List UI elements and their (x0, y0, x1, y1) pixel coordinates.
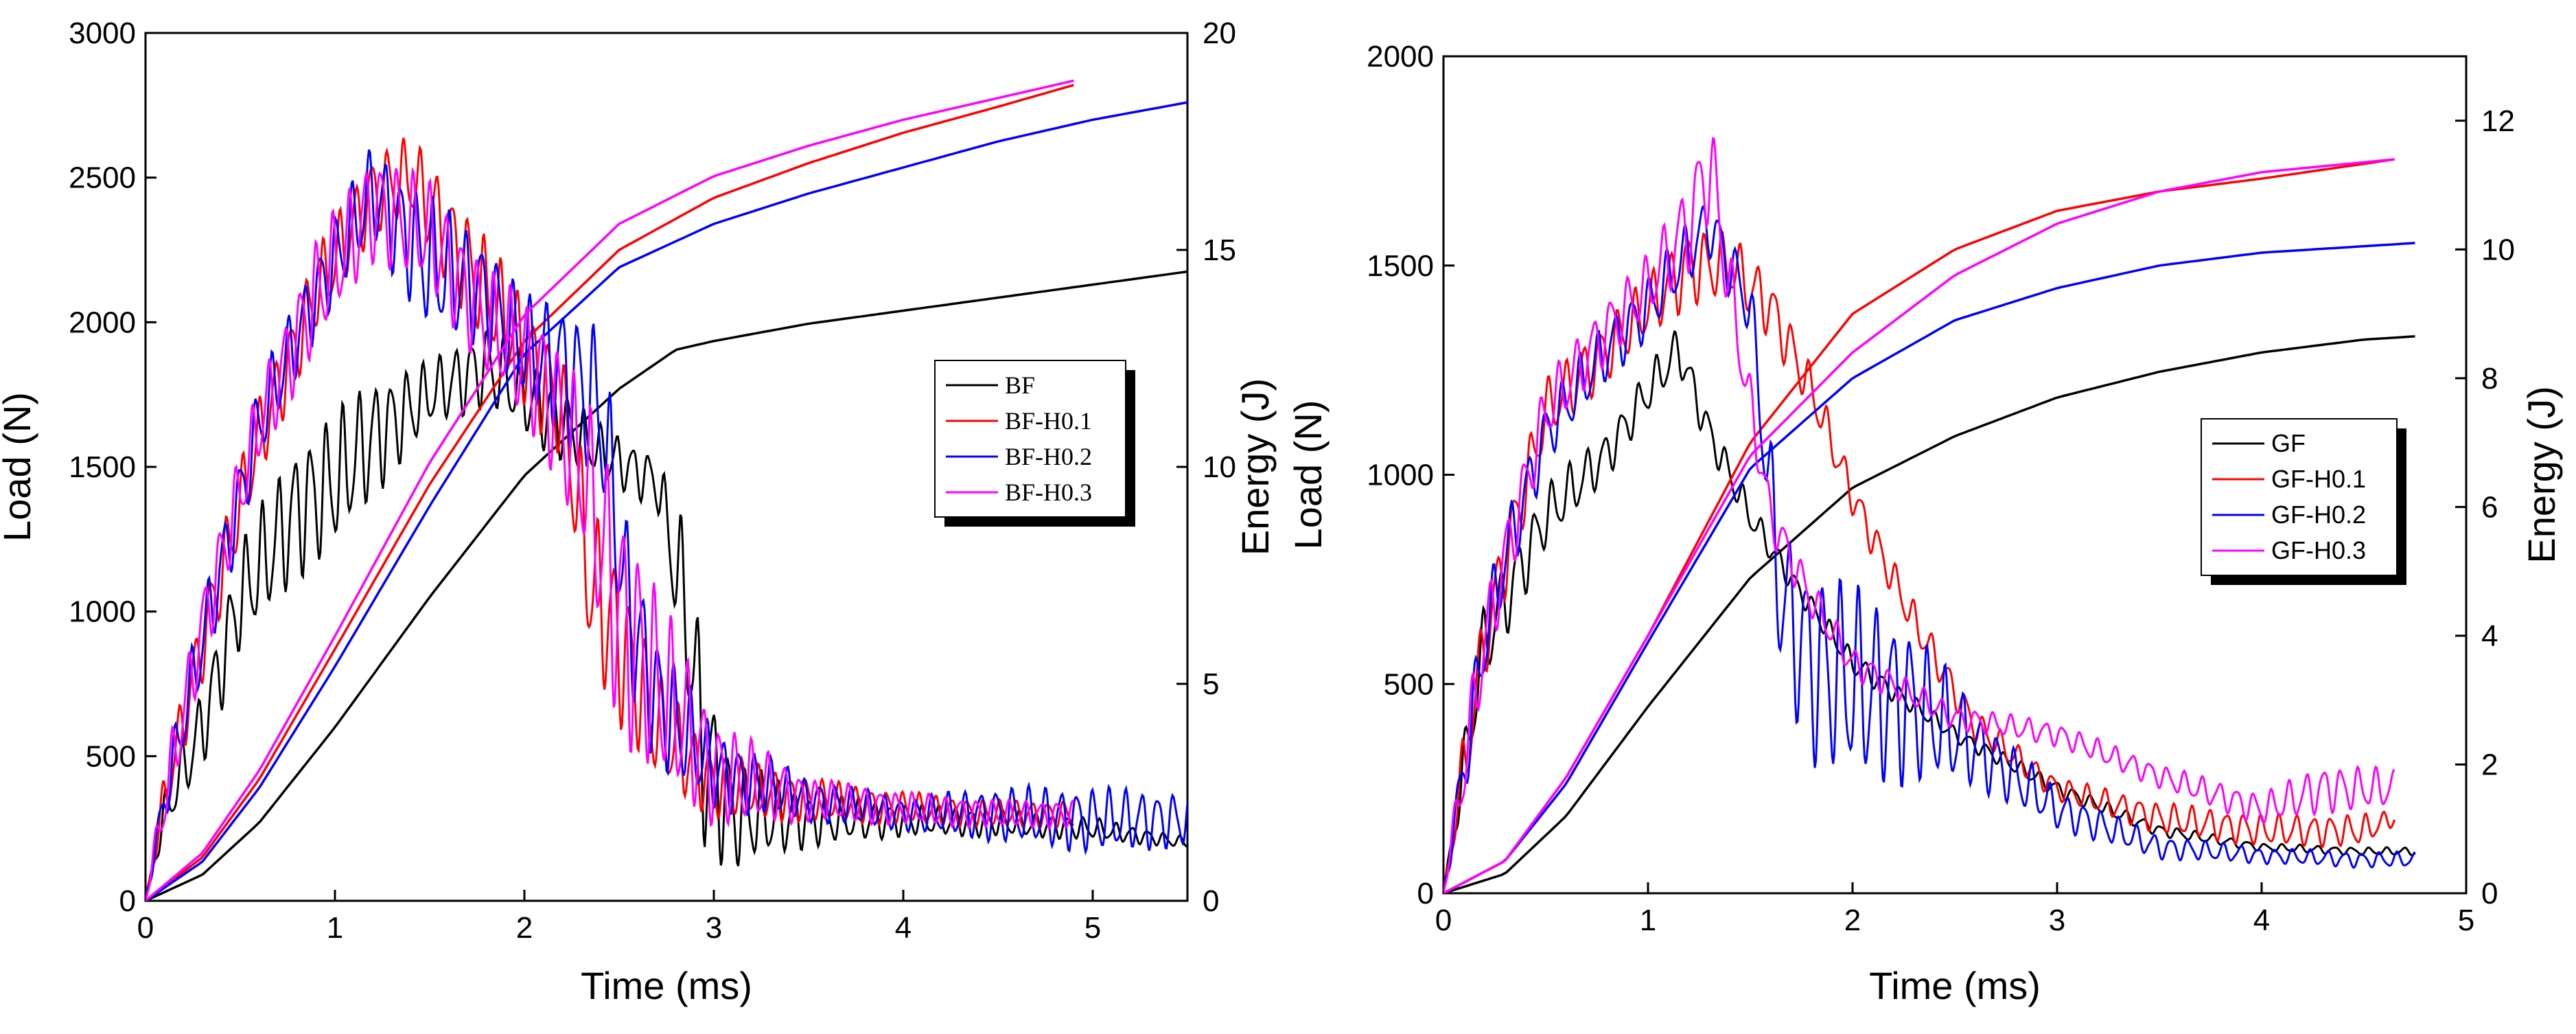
energy-series-BF-H0.3 (146, 79, 1074, 901)
load-series-GF (1443, 330, 2416, 893)
y-axis-title: Load (N) (1286, 400, 1330, 550)
legend: GF GF-H0.1 GF-H0.2 GF-H0.3 (2201, 418, 2406, 585)
legend-box (934, 360, 1126, 518)
x-axis-title: Time (ms) (581, 964, 752, 1007)
load-series-BF-H0.1 (146, 137, 1074, 901)
x-tick-label: 4 (895, 911, 912, 945)
x-tick-label: 5 (1084, 911, 1101, 945)
energy-series-GF (1443, 335, 2415, 893)
y-axis-title: Load (N) (0, 392, 38, 542)
x-axis-title: Time (ms) (1869, 964, 2041, 1007)
legend-label: GF-H0.1 (2271, 465, 2366, 493)
y-tick-label: 0 (119, 884, 136, 918)
load-series-GF-H0.1 (1443, 231, 2396, 893)
y2-tick-label: 10 (1203, 450, 1236, 484)
x-tick-label: 2 (1844, 904, 1861, 937)
y-tick-label: 1000 (1367, 459, 1434, 492)
y2-tick-label: 6 (2481, 490, 2498, 524)
energy-series-GF-H0.3 (1443, 158, 2395, 893)
y-tick-label: 500 (86, 739, 136, 773)
y2-tick-label: 0 (1203, 884, 1219, 918)
x-tick-label: 3 (2049, 904, 2065, 937)
y2-tick-label: 4 (2481, 619, 2498, 653)
y-tick-label: 2500 (69, 161, 136, 195)
load-series-BF-H0.3 (146, 166, 1075, 901)
y2-tick-label: 10 (2481, 233, 2515, 266)
y-tick-label: 0 (1417, 877, 1434, 910)
left-chart: 0 1 2 3 4 5 0 500 1000 1500 2000 2500 3000 0 5 10 15 20 Ti… (0, 16, 1277, 1007)
legend-label: BF (1005, 371, 1035, 399)
legend-label: BF-H0.1 (1005, 407, 1092, 435)
load-series-GF-H0.2 (1443, 205, 2416, 893)
energy-series-BF-H0.2 (146, 101, 1187, 901)
legend-label: GF (2271, 429, 2306, 457)
y2-tick-label: 5 (1203, 667, 1219, 701)
y2-tick-label: 2 (2481, 748, 2498, 781)
y2-axis-title: Energy (J) (2520, 386, 2563, 563)
y-tick-label: 2000 (69, 306, 136, 339)
x-tick-label: 2 (516, 911, 533, 945)
legend-label: BF-H0.3 (1005, 479, 1092, 506)
legend-label: GF-H0.2 (2271, 501, 2366, 529)
y2-tick-label: 0 (2481, 877, 2498, 910)
load-series-BF (146, 328, 1187, 901)
y-tick-label: 500 (1384, 667, 1434, 701)
energy-series-GF-H0.2 (1443, 242, 2415, 893)
y-tick-label: 1000 (69, 595, 136, 629)
x-tick-label: 1 (1640, 904, 1656, 937)
y-tick-label: 1500 (1367, 249, 1434, 283)
x-tick-label: 4 (2253, 904, 2270, 937)
y-tick-label: 2000 (1367, 40, 1434, 73)
x-tick-label: 0 (137, 911, 154, 945)
energy-series-BF-H0.1 (146, 84, 1074, 901)
energy-series-BF (146, 270, 1187, 901)
y2-tick-label: 20 (1203, 16, 1236, 50)
y2-tick-label: 12 (2481, 104, 2515, 138)
x-tick-label: 1 (327, 911, 343, 945)
x-tick-label: 0 (1435, 904, 1452, 937)
y-tick-label: 3000 (69, 16, 136, 50)
y2-tick-label: 15 (1203, 233, 1236, 267)
legend-label: GF-H0.3 (2271, 536, 2366, 564)
load-series-BF-H0.2 (146, 149, 1187, 901)
legend-label: BF-H0.2 (1005, 443, 1092, 470)
legend-box (2201, 418, 2398, 576)
y2-axis-title: Energy (J) (1233, 378, 1277, 555)
x-tick-label: 3 (706, 911, 722, 945)
x-tick-label: 5 (2458, 904, 2474, 937)
y2-tick-label: 8 (2481, 362, 2498, 395)
legend: BF BF-H0.1 BF-H0.2 BF-H0.3 (934, 360, 1135, 527)
load-series-GF-H0.3 (1443, 137, 2395, 893)
y-tick-label: 1500 (69, 450, 136, 484)
